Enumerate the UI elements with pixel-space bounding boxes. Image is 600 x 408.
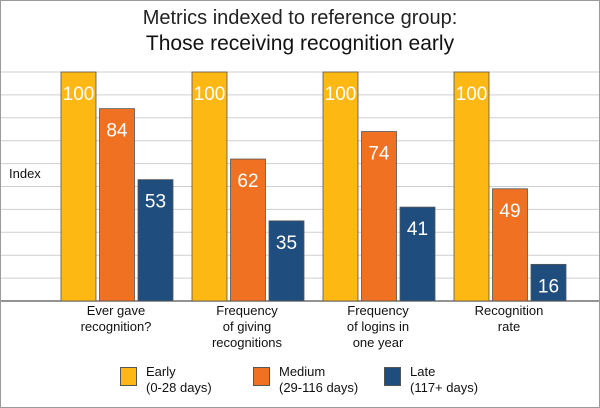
bar-value-label: 53 (145, 192, 166, 213)
bar-value-label: 100 (194, 84, 226, 105)
bar-value-label: 100 (325, 84, 357, 105)
legend-item-medium: Medium (29-116 days) (253, 364, 383, 398)
bar-early (191, 71, 228, 302)
bar-medium (99, 108, 135, 302)
legend-swatch (384, 367, 401, 386)
bar-value-label: 74 (368, 144, 390, 165)
bar-medium (230, 158, 266, 302)
bar-value-label: 100 (63, 84, 95, 105)
bar-value-label: 49 (499, 201, 520, 222)
bar-early (453, 71, 490, 302)
bar-value-label: 100 (456, 84, 488, 105)
legend-swatch (120, 367, 137, 386)
chart-title: Metrics indexed to reference group: (142, 7, 458, 29)
bars: 100 100 100 100 84 62 74 49 53 35 41 16 (60, 71, 567, 302)
bar-value-label: 41 (407, 219, 428, 240)
bar-late (530, 263, 567, 302)
legend-item-early: Early (0-28 days) (120, 364, 250, 398)
category-label: Ever gave recognition? (80, 303, 152, 334)
bar-late (137, 179, 174, 302)
bar-medium (492, 188, 528, 302)
bar-medium (361, 131, 397, 302)
chart-subtitle: Those receiving recognition early (145, 32, 455, 55)
legend-series-name: Late (410, 364, 436, 379)
legend-series-name: Early (146, 364, 176, 379)
legend-series-range: (29-116 days) (279, 380, 359, 395)
category-label: Frequency of giving recognitions (211, 303, 283, 350)
bar-value-label: 84 (106, 121, 128, 142)
category-label: Frequency of logins in one year (346, 303, 410, 350)
bar-late (268, 220, 305, 302)
legend-swatch (253, 367, 270, 386)
bar-early (60, 71, 97, 302)
bar-value-label: 35 (276, 233, 297, 254)
legend-series-range: (117+ days) (410, 380, 479, 395)
legend-item-late: Late (117+ days) (384, 364, 514, 398)
y-axis-label: Index (9, 166, 41, 181)
bar-early (322, 71, 359, 302)
bar-late (399, 206, 436, 302)
bar-value-label: 16 (538, 276, 559, 297)
category-label: Recognition rate (474, 303, 544, 334)
bar-value-label: 62 (237, 171, 258, 192)
legend-series-name: Medium (279, 364, 326, 379)
legend-series-range: (0-28 days) (146, 380, 212, 395)
